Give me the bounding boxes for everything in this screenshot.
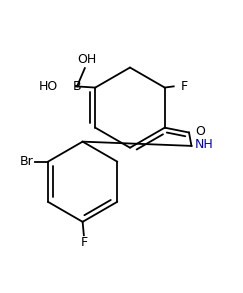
Text: B: B <box>73 80 81 93</box>
Text: Br: Br <box>20 155 33 168</box>
Text: O: O <box>195 125 205 138</box>
Text: NH: NH <box>195 138 214 151</box>
Text: F: F <box>181 80 188 93</box>
Text: F: F <box>80 236 87 249</box>
Text: HO: HO <box>38 80 58 93</box>
Text: OH: OH <box>78 53 97 66</box>
